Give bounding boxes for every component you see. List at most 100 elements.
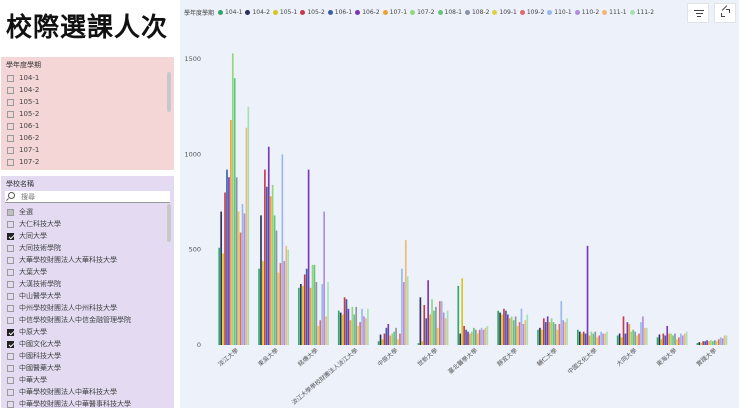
legend-item[interactable]: 111-1 [602, 9, 627, 16]
school-item[interactable]: 中華學校財團法人中華科技大學 [1, 386, 166, 398]
bar[interactable] [233, 78, 236, 346]
bar[interactable] [421, 341, 424, 345]
term-item-104-1[interactable]: 104-1 [1, 72, 166, 84]
term-checkbox[interactable] [7, 110, 14, 118]
bar[interactable] [681, 335, 684, 345]
bar[interactable] [556, 329, 559, 345]
bar[interactable] [683, 333, 686, 345]
bar[interactable] [325, 316, 327, 345]
school-item[interactable]: 大漢技術學院 [1, 278, 166, 290]
bar[interactable] [473, 327, 475, 345]
bar[interactable] [431, 299, 433, 345]
focus-mode-icon[interactable] [714, 3, 736, 23]
bar[interactable] [218, 247, 221, 345]
bar[interactable] [680, 333, 682, 345]
bar[interactable] [600, 331, 602, 345]
term-checkbox[interactable] [7, 134, 14, 142]
bar[interactable] [480, 327, 483, 345]
bar[interactable] [275, 230, 278, 346]
bar[interactable] [337, 310, 340, 345]
legend-item[interactable]: 104-2 [245, 9, 270, 16]
bar[interactable] [598, 335, 601, 345]
school-checkbox[interactable] [7, 316, 14, 324]
bar[interactable] [425, 318, 428, 345]
bar[interactable] [367, 308, 369, 345]
bar[interactable] [258, 268, 260, 345]
bar[interactable] [668, 333, 670, 345]
term-checkbox[interactable] [7, 122, 14, 130]
bar[interactable] [514, 316, 517, 345]
school-checkbox[interactable] [7, 340, 14, 348]
bar[interactable] [584, 333, 587, 345]
bar[interactable] [698, 342, 701, 345]
bar[interactable] [403, 282, 405, 345]
bar[interactable] [503, 308, 505, 345]
legend-item[interactable]: 106-1 [327, 9, 352, 16]
bar[interactable] [674, 333, 676, 345]
bar[interactable] [469, 333, 471, 345]
bar[interactable] [438, 301, 441, 345]
term-slicer-scrollbar[interactable] [167, 72, 171, 112]
school-checkbox[interactable] [7, 280, 14, 288]
bar[interactable] [526, 314, 529, 346]
bar[interactable] [638, 333, 640, 345]
bar[interactable] [706, 340, 708, 345]
bar[interactable] [628, 324, 631, 345]
bar[interactable] [486, 325, 489, 345]
bar[interactable] [463, 325, 465, 345]
bar[interactable] [435, 306, 437, 346]
bar[interactable] [440, 301, 443, 345]
school-slicer-scrollbar[interactable] [167, 204, 171, 242]
bar[interactable] [672, 335, 674, 345]
bar[interactable] [630, 331, 633, 345]
bar[interactable] [546, 316, 549, 345]
bar[interactable] [365, 318, 367, 345]
bar[interactable] [465, 329, 467, 345]
bar[interactable] [645, 327, 648, 345]
bar[interactable] [429, 314, 431, 346]
term-item-107-1[interactable]: 107-1 [1, 144, 166, 156]
bar[interactable] [700, 343, 703, 345]
legend-item[interactable]: 104-1 [218, 9, 242, 16]
bar[interactable] [712, 341, 714, 345]
bar[interactable] [550, 318, 553, 345]
bar[interactable] [230, 120, 232, 345]
bar[interactable] [341, 314, 344, 346]
bar[interactable] [606, 331, 608, 345]
bar[interactable] [377, 341, 380, 345]
bar[interactable] [644, 327, 646, 345]
bar[interactable] [339, 312, 342, 345]
bar[interactable] [260, 215, 262, 346]
bar[interactable] [235, 177, 238, 345]
bar[interactable] [228, 177, 230, 345]
bar[interactable] [381, 339, 384, 345]
bar[interactable] [474, 329, 477, 345]
bar[interactable] [524, 320, 527, 345]
term-item-107-2[interactable]: 107-2 [1, 156, 166, 168]
bar[interactable] [704, 341, 706, 345]
bar[interactable] [594, 331, 597, 345]
legend-item[interactable]: 110-1 [547, 9, 572, 16]
legend-item[interactable]: 109-1 [492, 9, 517, 16]
bar[interactable] [417, 343, 420, 345]
bar[interactable] [264, 169, 266, 346]
bar[interactable] [345, 299, 348, 345]
bar[interactable] [510, 316, 513, 345]
bar[interactable] [311, 264, 314, 345]
school-checkbox[interactable] [7, 256, 14, 264]
bar[interactable] [279, 263, 282, 345]
bar[interactable] [520, 308, 523, 345]
bar[interactable] [319, 320, 322, 345]
school-item[interactable]: 中國科技大學 [1, 350, 166, 362]
bar[interactable] [357, 325, 359, 345]
school-checkbox[interactable] [7, 400, 14, 408]
school-checkbox[interactable] [7, 292, 14, 300]
bar[interactable] [423, 304, 426, 345]
legend-item[interactable]: 108-1 [437, 9, 462, 16]
school-item[interactable]: 大同技術學院 [1, 242, 166, 254]
school-item[interactable]: 全選 [1, 206, 166, 218]
bar[interactable] [389, 335, 392, 345]
bar[interactable] [578, 331, 581, 345]
bar[interactable] [516, 325, 519, 345]
bar[interactable] [717, 339, 720, 345]
